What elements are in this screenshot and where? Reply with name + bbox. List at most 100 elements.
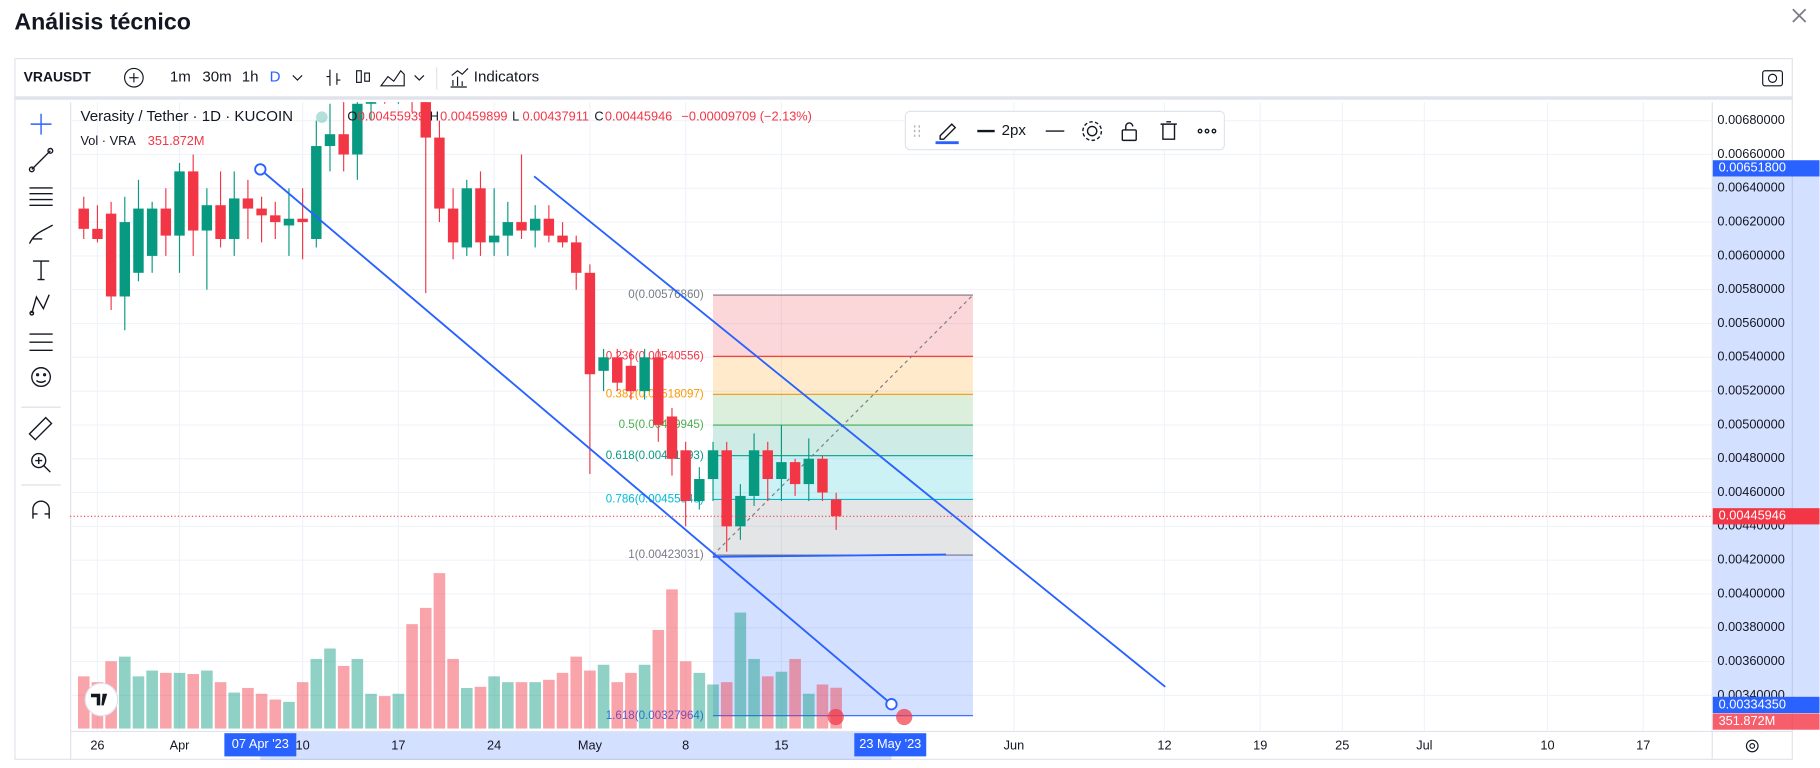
volume-bar <box>597 664 610 729</box>
x-tick-label: 10 <box>1540 737 1554 752</box>
price-label: 0.00651800 <box>1719 160 1786 175</box>
candle-body <box>625 365 637 392</box>
close-button[interactable] <box>1792 8 1807 23</box>
interval[interactable]: 1m <box>170 69 191 86</box>
volume-bar <box>214 682 227 729</box>
candle-body <box>297 218 308 223</box>
crosshair-date-box <box>224 733 297 757</box>
volume-bar <box>625 672 637 729</box>
candle-body <box>584 272 596 375</box>
volume-bar <box>201 670 213 729</box>
candle-body <box>461 188 473 248</box>
volume-bar <box>543 679 555 729</box>
x-tick-label: 19 <box>1253 737 1267 752</box>
volume-bar <box>324 648 336 729</box>
candle-body <box>119 222 131 297</box>
volume-bar <box>734 612 747 729</box>
volume-bar <box>378 696 391 729</box>
volume-bar <box>488 676 500 729</box>
indicators-icon[interactable] <box>450 68 469 88</box>
ohlc-value: 0.00445946 <box>605 109 672 124</box>
volume-bar <box>720 682 733 729</box>
fib-label: 0(0.00576860) <box>628 288 704 301</box>
volume-bar <box>310 658 323 729</box>
volume-bar <box>789 658 801 729</box>
volume-bar <box>802 693 815 729</box>
interval-dropdown[interactable] <box>292 74 303 81</box>
crosshair-date: 07 Apr '23 <box>232 736 289 751</box>
add-symbol[interactable] <box>124 67 144 88</box>
y-tick-label: 0.00480000 <box>1717 450 1784 465</box>
volume-bar <box>666 589 678 729</box>
y-tick-label: 0.00540000 <box>1717 349 1784 364</box>
x-tick-label: 10 <box>296 737 310 752</box>
left-toolbar[interactable] <box>21 113 61 519</box>
candle-body <box>475 188 486 243</box>
candle-body <box>407 62 417 96</box>
x-tick-label: 12 <box>1157 737 1171 752</box>
interval-active[interactable]: D <box>270 69 281 86</box>
fib-label: 1(0.00423031) <box>628 548 704 561</box>
y-tick-label: 0.00620000 <box>1717 213 1784 228</box>
candle-body <box>789 462 801 485</box>
volume-bar <box>132 676 145 729</box>
interval[interactable]: 30m <box>202 69 231 86</box>
ohlc-key: O <box>347 109 357 124</box>
volume-bar <box>160 672 172 729</box>
volume-bar <box>707 684 719 729</box>
candle-body <box>256 208 267 216</box>
crosshair-date: 23 May '23 <box>859 736 921 751</box>
settings-icon[interactable] <box>1745 739 1759 753</box>
x-tick-label: 17 <box>1636 737 1650 752</box>
fib-band <box>713 394 973 426</box>
chart-type-icons[interactable] <box>326 69 425 87</box>
candle-body <box>105 213 117 297</box>
crosshair-date-box <box>854 733 927 757</box>
indicators-button[interactable]: Indicators <box>474 69 539 86</box>
fib-label: 1.618(0.00327964) <box>606 709 704 722</box>
volume-bar <box>584 670 596 729</box>
symbol[interactable]: VRAUSDT <box>24 68 92 84</box>
candle-body <box>338 134 349 155</box>
drawing-toolbar: 2px <box>904 110 1225 151</box>
volume-bar <box>365 693 377 729</box>
fib-label: 0.786(0.00455948) <box>606 492 704 505</box>
candle-body <box>215 205 226 240</box>
candle-body <box>557 235 568 243</box>
candle-body <box>776 462 787 480</box>
line-width[interactable]: 2px <box>1002 122 1027 139</box>
candle-body <box>694 479 705 501</box>
y-tick-label: 0.00560000 <box>1717 315 1784 330</box>
chart-frame <box>14 58 1793 760</box>
volume-bar <box>693 672 706 729</box>
candle-body <box>146 208 158 256</box>
candle-body <box>762 450 773 480</box>
fib-band <box>713 555 973 716</box>
candle-body <box>133 208 144 273</box>
candle-body <box>447 208 459 243</box>
volume-bar <box>77 676 90 729</box>
volume-bar <box>761 676 774 729</box>
x-tick-label: 24 <box>487 737 501 752</box>
ohlc-value: 0.00437911 <box>523 109 589 124</box>
last-price-box <box>1712 508 1820 525</box>
price-label-box <box>1712 696 1820 714</box>
volume-bar <box>419 607 432 729</box>
axes: 07 Apr '23 23 May '23 0.00680000 0.006600… <box>90 112 1820 757</box>
volume-bar <box>228 692 241 729</box>
volume-bar <box>406 624 418 729</box>
trend-lines[interactable] <box>254 163 1166 711</box>
fib-band <box>713 295 973 357</box>
market-status <box>316 111 328 123</box>
volume-title: Vol · VRA <box>81 133 137 148</box>
drawing-tools[interactable] <box>913 121 1217 145</box>
candle-body <box>379 70 389 87</box>
volume-bar <box>652 629 665 729</box>
y-tick-label: 0.00680000 <box>1717 112 1784 127</box>
screenshot-button[interactable] <box>1762 70 1783 87</box>
candle-body <box>748 450 760 496</box>
event-icons[interactable] <box>827 708 913 726</box>
interval[interactable]: 1h <box>242 69 259 86</box>
candle-body <box>270 215 281 223</box>
